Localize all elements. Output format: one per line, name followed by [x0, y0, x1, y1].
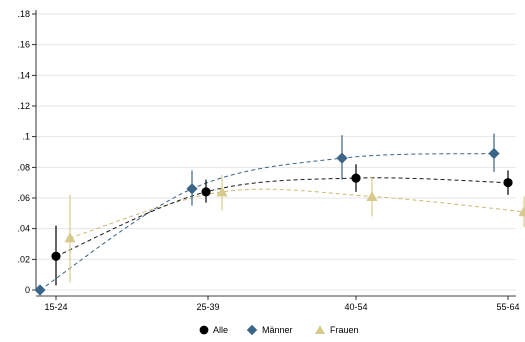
- legend-label-Frauen: Frauen: [330, 325, 359, 335]
- point-Männer-40-54: [336, 152, 348, 164]
- series-line-Alle: [55, 177, 509, 257]
- x-tick-label-1: 25-39: [196, 302, 219, 312]
- y-tick-label-2: .04: [17, 224, 30, 234]
- y-tick-label-9: .18: [17, 9, 30, 19]
- y-tick-label-6: .12: [17, 101, 30, 111]
- y-tick-label-8: .16: [17, 40, 30, 50]
- y-tick-label-3: .06: [17, 193, 30, 203]
- y-tick-label-1: .02: [17, 254, 30, 264]
- series-lines: [39, 153, 525, 291]
- legend-marker-Frauen: [315, 325, 325, 334]
- point-Männer-15-24: [34, 284, 46, 296]
- point-Männer-25-39: [186, 183, 198, 195]
- series-line-Männer: [39, 153, 495, 291]
- legend-marker-Männer: [246, 324, 258, 336]
- x-tick-label-0: 15-24: [44, 302, 67, 312]
- legend: Alle Männer Frauen: [199, 324, 359, 336]
- legend-label-Alle: Alle: [213, 325, 228, 335]
- point-Alle-40-54: [351, 173, 361, 183]
- point-Alle-15-24: [51, 251, 61, 261]
- point-Frauen-55-64: [518, 206, 525, 217]
- markers: [34, 147, 525, 296]
- point-Alle-25-39: [201, 187, 211, 197]
- y-tick-label-5: .1: [22, 132, 30, 142]
- point-Frauen-15-24: [64, 232, 76, 243]
- y-tick-label-4: .08: [17, 162, 30, 172]
- gridlines: [36, 13, 516, 291]
- x-tick-label-3: 55-64: [496, 302, 519, 312]
- y-tick-label-0: 0: [25, 285, 30, 295]
- point-Frauen-25-39: [216, 186, 228, 197]
- axes: 0 .02 .04 .06 .08 .1 .12 .14 .16 .18 15-24 25-39 40-…: [17, 9, 519, 312]
- y-tick-label-7: .14: [17, 70, 30, 80]
- legend-label-Männer: Männer: [262, 325, 293, 335]
- point-Männer-55-64: [488, 147, 500, 160]
- point-Frauen-40-54: [366, 190, 378, 201]
- x-tick-label-2: 40-54: [344, 302, 367, 312]
- point-Alle-55-64: [503, 178, 513, 188]
- legend-marker-Alle: [199, 325, 209, 335]
- series-line-Frauen: [69, 188, 525, 239]
